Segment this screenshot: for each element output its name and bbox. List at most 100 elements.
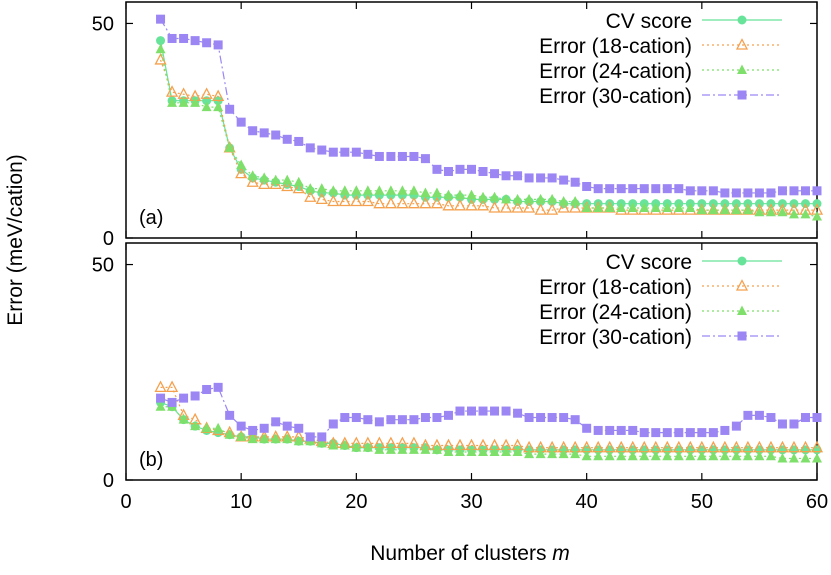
data-point: [673, 202, 684, 212]
data-point: [282, 134, 292, 144]
data-point: [696, 450, 707, 461]
data-point: [385, 444, 396, 454]
data-point: [777, 452, 788, 463]
legend-marker: [737, 90, 747, 100]
data-point: [788, 452, 799, 463]
data-point: [155, 401, 166, 411]
data-point: [639, 428, 649, 438]
data-point: [800, 413, 810, 423]
data-point: [593, 184, 603, 194]
data-point: [697, 428, 707, 438]
data-point: [466, 446, 477, 456]
data-point: [536, 413, 546, 423]
data-point: [374, 417, 384, 427]
data-point: [351, 442, 362, 452]
data-point: [708, 204, 719, 215]
y-tick-label: 50: [92, 13, 114, 35]
data-point: [570, 448, 581, 459]
series-line: [160, 401, 817, 451]
data-point: [178, 414, 189, 424]
data-point: [385, 185, 396, 195]
data-point: [409, 415, 419, 425]
y-axis-label: Error (meV/cation): [4, 154, 27, 326]
data-point: [674, 428, 684, 438]
data-point: [627, 450, 638, 461]
series-line: [160, 386, 817, 438]
data-point: [201, 422, 212, 433]
data-point: [582, 423, 592, 433]
data-point: [374, 151, 384, 161]
data-point: [455, 406, 465, 416]
data-point: [328, 147, 338, 157]
data-point: [754, 410, 764, 420]
data-point: [363, 149, 373, 159]
data-point: [513, 171, 523, 181]
legend-marker: [737, 64, 747, 74]
data-point: [453, 198, 467, 211]
data-point: [547, 413, 557, 423]
data-point: [777, 186, 787, 196]
y-tick-label: 0: [103, 228, 114, 250]
data-point: [362, 442, 373, 452]
data-point: [305, 143, 315, 153]
data-point: [156, 36, 166, 46]
data-point: [639, 450, 650, 461]
plot-frame: [125, 242, 818, 481]
data-point: [535, 193, 546, 204]
x-tick-label: 0: [120, 491, 131, 513]
data-point: [478, 446, 489, 456]
data-point: [627, 202, 638, 212]
data-point: [499, 201, 513, 213]
data-point: [361, 194, 374, 207]
data-point: [430, 196, 444, 209]
data-point: [419, 196, 432, 209]
x-axis-label-text: Number of clusters: [370, 542, 552, 565]
data-point: [754, 206, 765, 217]
data-point: [581, 202, 592, 212]
data-point: [467, 406, 476, 416]
data-point: [396, 196, 409, 209]
data-point: [212, 89, 225, 102]
data-point: [743, 188, 753, 198]
series-2: [155, 43, 822, 221]
data-point: [787, 440, 801, 453]
data-point: [420, 187, 431, 197]
legend-label: CV score: [606, 10, 692, 33]
data-point: [558, 196, 569, 206]
x-axis-label-variable: m: [552, 542, 570, 565]
data-point: [397, 151, 407, 161]
data-point: [409, 151, 419, 161]
data-point: [651, 184, 661, 194]
legend-marker: [735, 38, 749, 50]
data-point: [270, 174, 281, 185]
data-point: [673, 450, 684, 461]
data-point: [789, 186, 799, 196]
data-point: [708, 450, 719, 461]
data-point: [408, 444, 419, 454]
data-point: [259, 433, 270, 444]
data-point: [304, 190, 317, 202]
data-point: [292, 181, 305, 194]
data-point: [535, 448, 546, 459]
data-point: [720, 425, 730, 435]
data-point: [167, 33, 177, 43]
data-point: [270, 433, 281, 444]
data-point: [339, 440, 350, 450]
data-point: [328, 185, 339, 195]
data-point: [547, 173, 557, 183]
data-point: [467, 164, 476, 174]
data-point: [202, 38, 212, 48]
data-point: [384, 196, 397, 209]
data-point: [593, 202, 604, 212]
data-point: [639, 184, 649, 194]
data-point: [282, 174, 293, 185]
data-point: [812, 211, 822, 221]
data-point: [281, 179, 294, 192]
data-point: [316, 183, 327, 193]
data-point: [754, 188, 764, 198]
data-point: [155, 43, 166, 54]
data-point: [225, 104, 235, 114]
data-point: [224, 429, 235, 439]
